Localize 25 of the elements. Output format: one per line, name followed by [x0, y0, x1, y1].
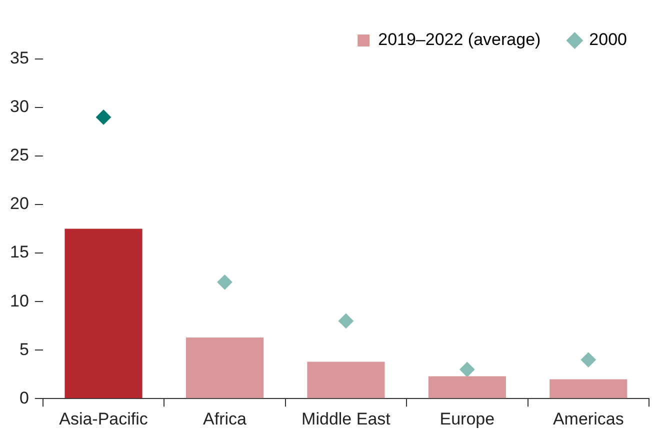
y-tick-label: 35	[10, 48, 29, 68]
y-tick-label: 10	[10, 291, 29, 310]
x-tick-label: Africa	[203, 409, 247, 428]
point	[338, 313, 354, 328]
bar	[307, 362, 385, 398]
bar	[186, 337, 264, 398]
x-tick-label: Europe	[440, 409, 495, 428]
point	[460, 362, 475, 377]
x-tick-label: Asia-Pacific	[59, 409, 148, 428]
y-tick-label: 5	[19, 340, 29, 359]
legend-label: 2019–2022 (average)	[378, 30, 541, 50]
point	[96, 110, 112, 125]
point	[580, 352, 596, 368]
point	[217, 274, 232, 290]
bar	[428, 376, 506, 398]
y-tick-label: 30	[10, 97, 29, 116]
y-tick-label: 0	[19, 388, 29, 408]
x-tick-label: Americas	[552, 409, 624, 428]
bar	[550, 379, 628, 398]
y-tick-label: 25	[10, 146, 29, 165]
y-tick-label: 15	[10, 242, 29, 262]
legend-label: 2000	[589, 30, 628, 50]
y-tick-label: 20	[10, 194, 29, 214]
bar	[64, 228, 142, 398]
x-tick-label: Middle East	[302, 409, 391, 428]
